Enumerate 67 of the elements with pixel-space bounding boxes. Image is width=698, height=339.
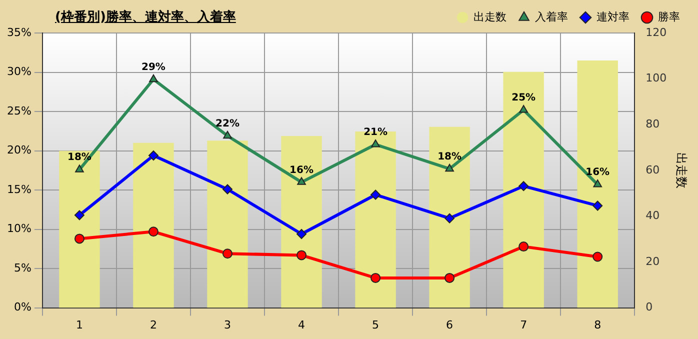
point xyxy=(371,139,380,148)
point xyxy=(592,200,603,211)
bar xyxy=(577,60,618,308)
point xyxy=(592,252,603,262)
x-tick-label: 2 xyxy=(150,318,157,332)
x-tick-label: 4 xyxy=(298,318,306,332)
point xyxy=(518,181,529,192)
point xyxy=(444,272,455,283)
legend-label: 入着率 xyxy=(535,10,568,24)
point xyxy=(296,250,307,260)
x-tick-label: 1 xyxy=(76,318,83,332)
bar xyxy=(59,150,100,308)
bar xyxy=(503,72,544,308)
point xyxy=(74,210,84,220)
point xyxy=(75,164,84,172)
point xyxy=(445,164,454,172)
y2-tick-label: 100 xyxy=(646,72,667,85)
y2-tick-label: 80 xyxy=(646,117,660,130)
y2-tick-label: 0 xyxy=(646,300,653,314)
point xyxy=(222,248,232,259)
y2-tick-label: 40 xyxy=(646,209,660,222)
y2-tick-label: 60 xyxy=(646,163,660,176)
y-tick-label: 10% xyxy=(6,222,32,236)
point xyxy=(519,104,528,113)
y2-tick-label: 20 xyxy=(646,254,660,268)
y2-axis-title: 出走数 xyxy=(674,152,689,188)
y2-tick-label: 120 xyxy=(646,26,667,39)
data-label: 29% xyxy=(142,62,166,73)
bar xyxy=(281,136,322,308)
legend-label: 勝率 xyxy=(658,10,680,24)
legend-label: 連対率 xyxy=(596,10,630,24)
point xyxy=(518,242,529,252)
point xyxy=(370,272,381,283)
point xyxy=(297,177,306,185)
data-label: 16% xyxy=(290,164,314,176)
point xyxy=(149,74,158,82)
y-tick-label: 20% xyxy=(6,144,32,157)
legend-label: 出走数 xyxy=(474,10,506,24)
x-tick-label: 7 xyxy=(520,318,528,332)
x-tick-label: 3 xyxy=(224,318,231,332)
data-label: 16% xyxy=(586,167,610,178)
point xyxy=(444,213,455,224)
point xyxy=(370,190,381,200)
data-label: 25% xyxy=(512,92,536,104)
data-label: 21% xyxy=(364,127,388,138)
data-label: 22% xyxy=(216,118,240,130)
point xyxy=(148,226,158,237)
point xyxy=(593,180,602,188)
y-tick-label: 5% xyxy=(14,261,32,274)
bar xyxy=(133,142,174,308)
chart-title: (枠番別)勝率、連対率、入着率 xyxy=(55,8,236,26)
point xyxy=(222,184,232,194)
point xyxy=(148,150,158,160)
x-tick-label: 8 xyxy=(594,318,602,332)
point xyxy=(296,228,307,239)
y-tick-label: 30% xyxy=(6,65,32,78)
y-tick-label: 35% xyxy=(6,26,32,39)
y-tick-label: 15% xyxy=(6,182,32,196)
data-label: 18% xyxy=(438,151,462,162)
y-tick-label: 0% xyxy=(14,300,32,314)
bar xyxy=(207,140,248,308)
x-tick-label: 6 xyxy=(446,318,454,332)
x-tick-label: 5 xyxy=(372,318,380,332)
point xyxy=(74,234,84,244)
point xyxy=(223,130,232,139)
y-tick-label: 25% xyxy=(6,104,32,118)
bar xyxy=(429,126,470,308)
